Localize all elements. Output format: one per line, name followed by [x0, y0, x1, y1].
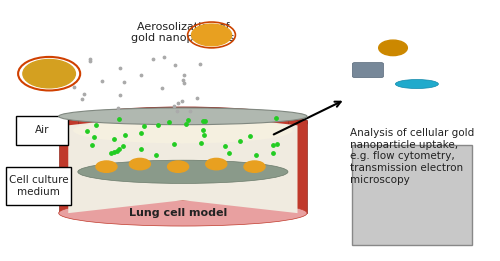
Ellipse shape [58, 200, 307, 226]
Point [158, 86, 166, 90]
Point [86, 56, 94, 61]
Ellipse shape [58, 108, 307, 125]
Point [198, 140, 205, 145]
Circle shape [378, 40, 408, 56]
Point [252, 153, 260, 157]
Point [82, 129, 90, 133]
Point [114, 106, 122, 110]
Point [116, 93, 124, 97]
Point [137, 131, 145, 135]
Point [137, 147, 145, 151]
Point [198, 128, 206, 132]
Point [199, 119, 207, 123]
Circle shape [192, 24, 232, 46]
Point [196, 62, 204, 67]
Point [273, 142, 281, 146]
Text: Lung cell model: Lung cell model [129, 208, 227, 218]
Point [88, 143, 96, 147]
Point [113, 149, 121, 153]
Point [246, 134, 254, 138]
Point [118, 144, 126, 148]
Point [180, 81, 188, 85]
Point [110, 150, 118, 154]
FancyBboxPatch shape [352, 145, 472, 245]
Point [236, 139, 244, 143]
Circle shape [130, 158, 150, 170]
Point [165, 120, 173, 124]
Point [192, 96, 200, 100]
Point [78, 97, 86, 101]
FancyBboxPatch shape [6, 167, 70, 205]
Point [150, 57, 158, 62]
Point [171, 63, 179, 67]
Point [136, 73, 144, 77]
Text: Cell culture
medium: Cell culture medium [8, 175, 68, 197]
Point [140, 124, 147, 128]
Point [116, 117, 124, 121]
Point [80, 92, 88, 96]
Point [184, 118, 192, 122]
Point [226, 150, 234, 155]
Text: Air: Air [34, 126, 49, 135]
FancyBboxPatch shape [352, 63, 384, 78]
Point [98, 79, 106, 84]
Point [202, 118, 209, 123]
Ellipse shape [78, 160, 288, 183]
PathPatch shape [68, 112, 298, 213]
Point [178, 99, 186, 103]
Point [106, 151, 114, 155]
Circle shape [96, 161, 117, 172]
FancyBboxPatch shape [58, 120, 78, 213]
Text: Analysis of cellular gold
nanoparticle uptake,
e.g. flow cytometry,
transmission: Analysis of cellular gold nanoparticle u… [350, 128, 474, 185]
FancyBboxPatch shape [288, 120, 307, 213]
Point [220, 144, 228, 149]
Point [160, 55, 168, 59]
Point [170, 104, 178, 108]
Circle shape [23, 60, 76, 88]
Point [120, 80, 128, 84]
Point [70, 85, 78, 89]
Point [90, 135, 98, 139]
Point [170, 142, 178, 146]
Point [186, 109, 194, 113]
Point [269, 151, 277, 156]
Ellipse shape [58, 107, 307, 138]
Circle shape [168, 161, 188, 172]
Point [116, 66, 124, 70]
Point [180, 73, 188, 77]
Point [115, 147, 123, 151]
Point [182, 122, 190, 126]
Point [272, 116, 280, 120]
Point [180, 78, 188, 82]
Point [121, 133, 129, 137]
Circle shape [244, 161, 265, 172]
Point [92, 123, 100, 127]
Point [110, 137, 118, 141]
Ellipse shape [73, 118, 292, 143]
Point [200, 133, 208, 137]
Point [86, 58, 94, 63]
Point [174, 109, 182, 113]
Point [174, 101, 182, 105]
FancyBboxPatch shape [16, 116, 68, 145]
Point [154, 123, 162, 127]
Text: Aerosolization of
gold nanoparticles: Aerosolization of gold nanoparticles [131, 22, 234, 43]
Circle shape [206, 158, 227, 170]
Point [152, 152, 160, 157]
Point [270, 143, 278, 147]
Ellipse shape [396, 80, 438, 88]
